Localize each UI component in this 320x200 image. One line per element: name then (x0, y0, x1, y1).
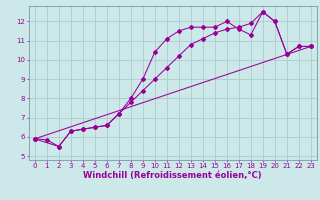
X-axis label: Windchill (Refroidissement éolien,°C): Windchill (Refroidissement éolien,°C) (84, 171, 262, 180)
